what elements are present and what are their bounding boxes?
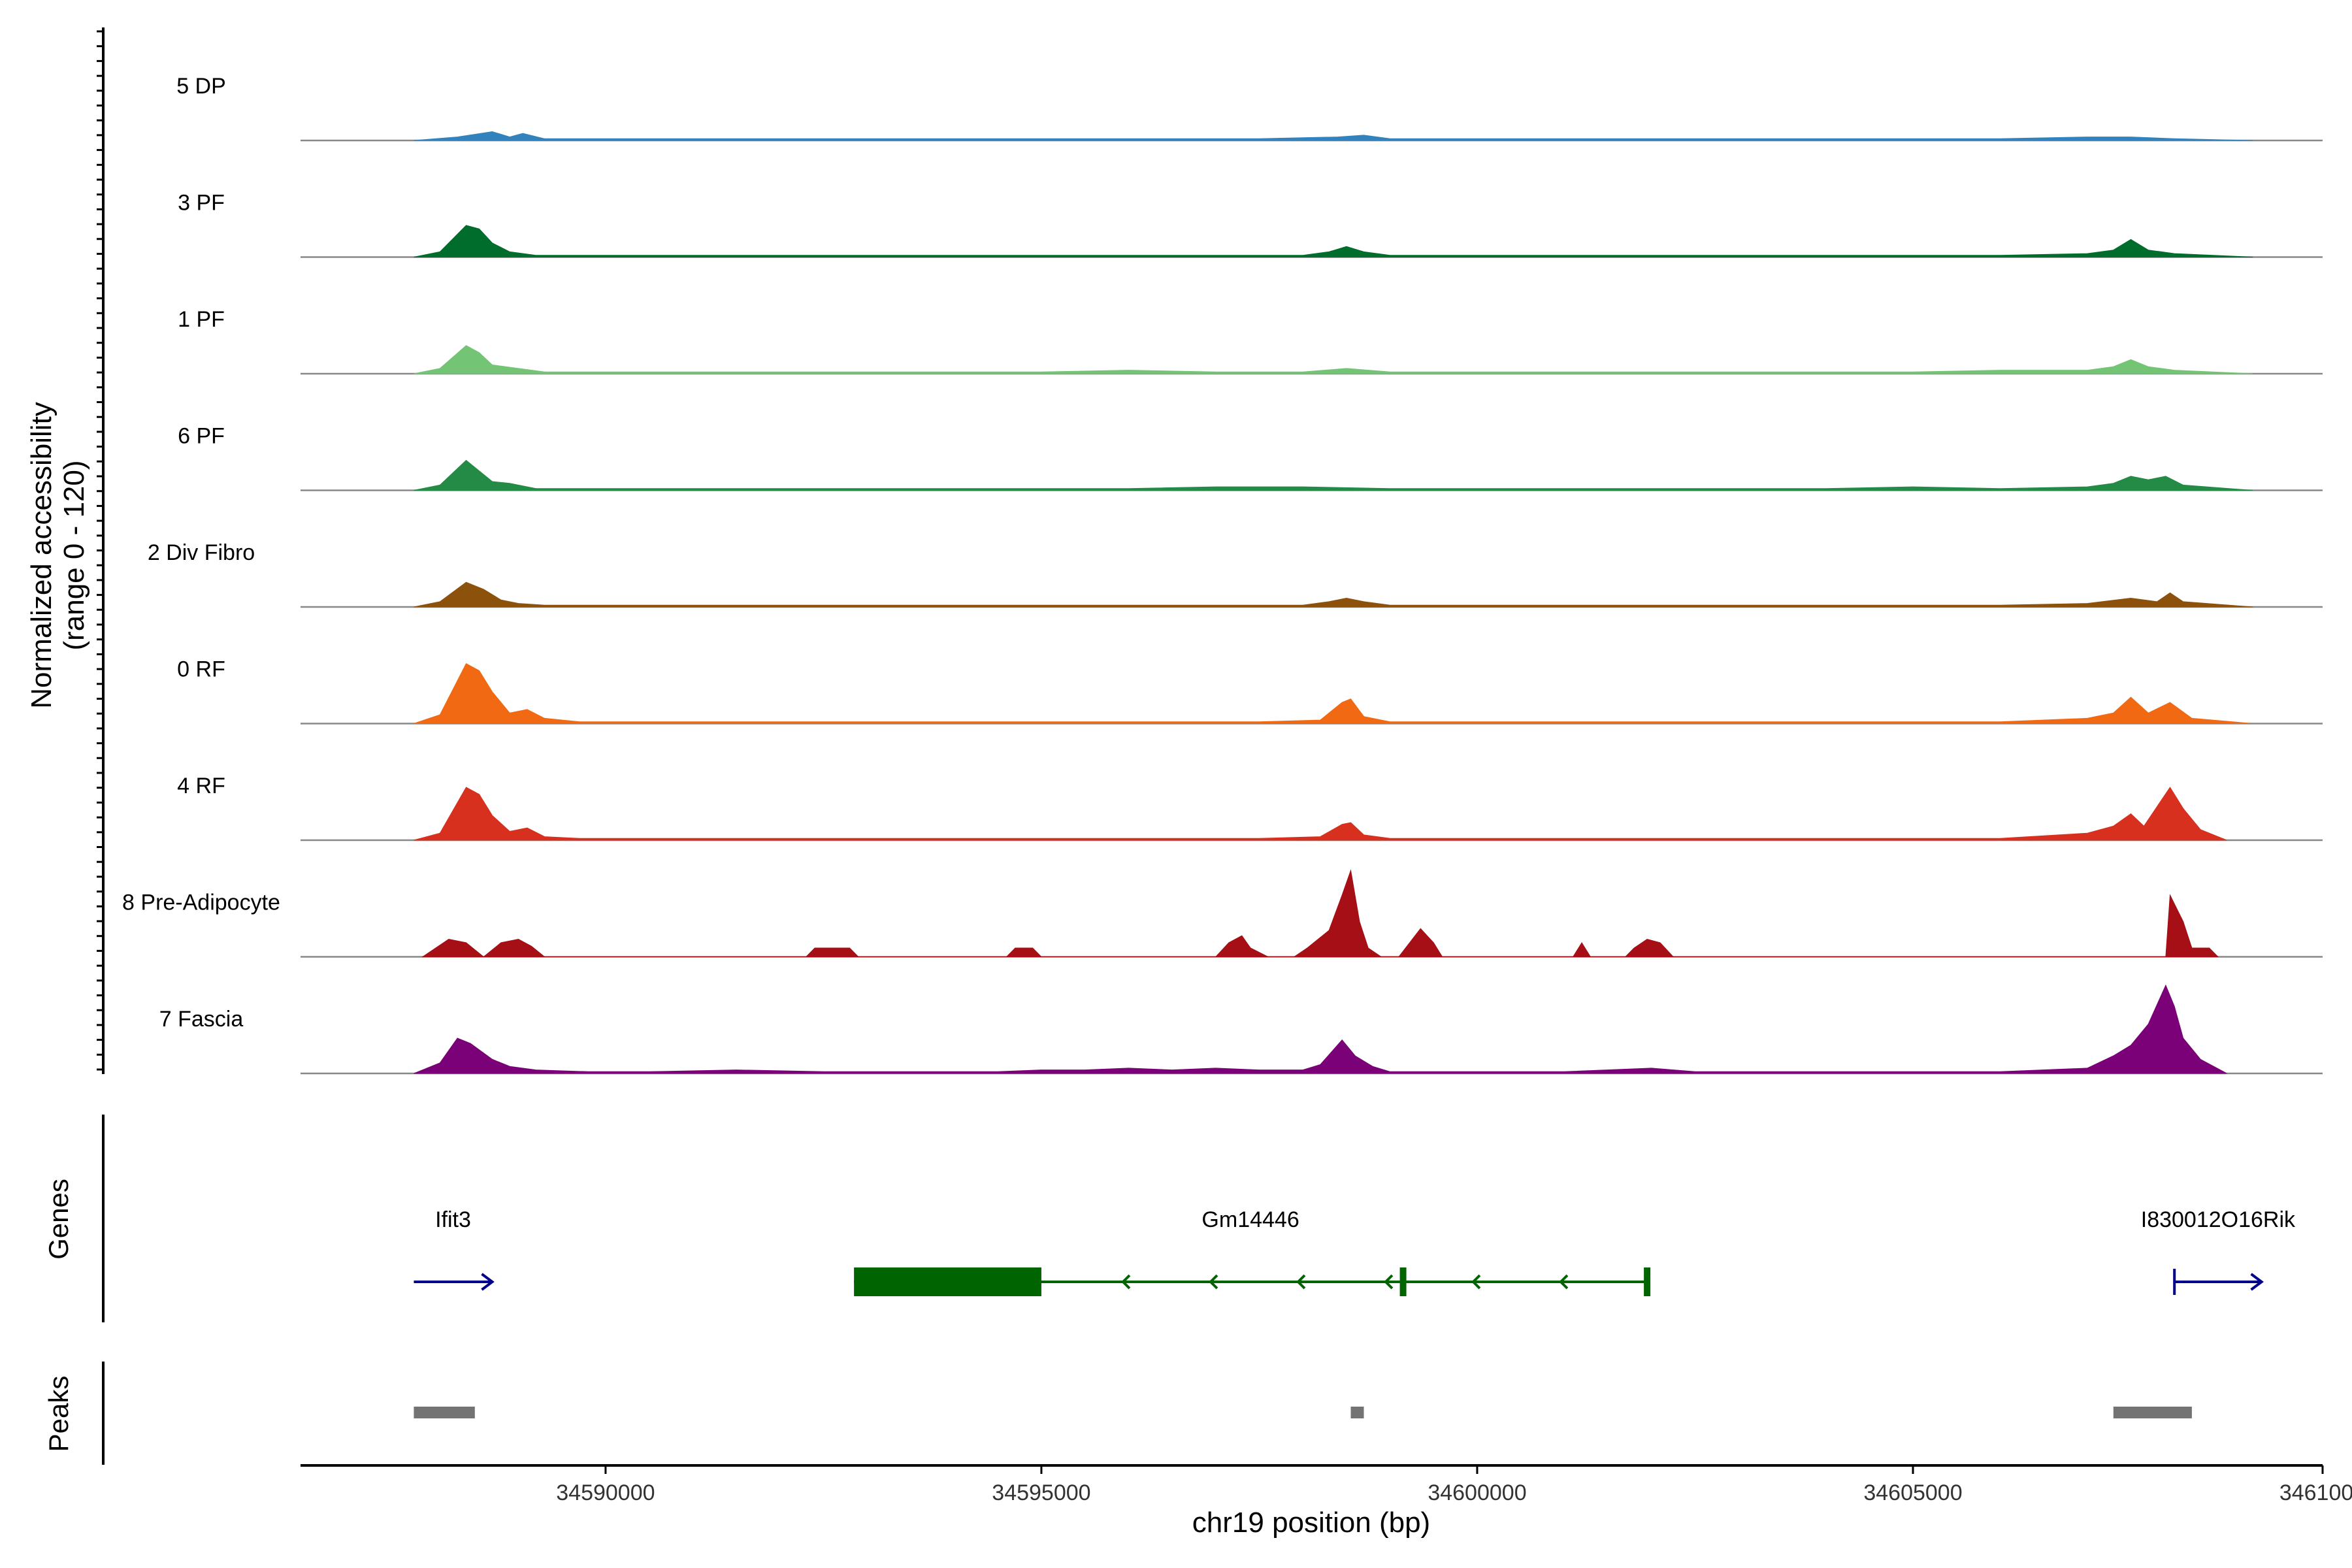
coverage-area-0-rf (414, 663, 2253, 724)
gene-strand-arrow-gm14446 (1471, 1274, 1481, 1290)
gene-annotations: Ifit3 Gm14446 I830012O16Rik (414, 1207, 2296, 1296)
x-tick-label: 34595000 (992, 1480, 1090, 1505)
peak-regions (414, 1407, 2192, 1418)
x-tick-label: 34590000 (556, 1480, 655, 1505)
x-tick-label: 34605000 (1863, 1480, 1962, 1505)
gene-strand-arrow-gm14446 (1296, 1274, 1306, 1290)
coverage-area-7-fascia (414, 984, 2227, 1074)
gene-label-gm14446: Gm14446 (1201, 1207, 1299, 1232)
coverage-area-1-pf (414, 345, 2253, 374)
track-label-1-pf: 1 PF (178, 307, 225, 332)
track-7-fascia: 7 Fascia (159, 984, 2323, 1075)
gene-label-i830012o16rik: I830012O16Rik (2141, 1207, 2296, 1232)
gene-strand-arrow-gm14446 (1121, 1274, 1131, 1290)
track-label-0-rf: 0 RF (177, 657, 225, 682)
x-axis-title: chr19 position (bp) (1192, 1507, 1430, 1539)
x-axis-ticks: 34590000 34595000 34600000 34605000 3461000 (556, 1465, 2352, 1505)
genes-panel-label: Genes (43, 1179, 74, 1260)
coverage-tracks: 5 DP 3 PF 1 PF 6 PF 2 Div Fibro 0 RF 4 RF 8 Pre… (122, 74, 2323, 1075)
track-label-2-div-fibro: 2 Div Fibro (148, 540, 255, 565)
gene-label-ifit3: Ifit3 (435, 1207, 471, 1232)
coverage-area-2-div-fibro (414, 581, 2253, 608)
y-axis-title: Normalized accessibility (25, 402, 57, 708)
track-4-rf: 4 RF (177, 774, 2323, 841)
track-6-pf: 6 PF (178, 424, 2323, 491)
track-label-3-pf: 3 PF (178, 191, 225, 216)
gene-strand-arrow-gm14446 (1209, 1274, 1218, 1290)
gene-arrow-ifit3 (481, 1273, 495, 1291)
coverage-area-3-pf (414, 225, 2253, 257)
x-tick-label: 3461000 (2279, 1480, 2352, 1505)
peak-2 (1350, 1407, 1364, 1418)
gene-ifit3: Ifit3 (414, 1207, 495, 1291)
track-label-8-pre-adipocyte: 8 Pre-Adipocyte (122, 890, 280, 915)
peaks-panel-label: Peaks (43, 1376, 74, 1452)
track-2-div-fibro: 2 Div Fibro (148, 540, 2323, 608)
x-tick-label: 34600000 (1428, 1480, 1526, 1505)
gene-strand-arrow-gm14446 (1559, 1274, 1569, 1290)
coverage-area-6-pf (414, 459, 2253, 491)
coverage-area-4-rf (414, 787, 2227, 841)
y-axis-ticks (97, 30, 103, 1071)
track-0-rf: 0 RF (177, 657, 2323, 725)
track-label-5-dp: 5 DP (176, 74, 226, 99)
gene-arrow-i830012o16rik (2250, 1273, 2264, 1291)
track-1-pf: 1 PF (178, 307, 2323, 375)
gene-i830012o16rik: I830012O16Rik (2141, 1207, 2296, 1295)
track-5-dp: 5 DP (176, 74, 2323, 142)
gene-exon-gm14446 (854, 1267, 1041, 1296)
track-8-pre-adipocyte: 8 Pre-Adipocyte (122, 869, 2323, 958)
track-label-7-fascia: 7 Fascia (159, 1007, 244, 1032)
track-3-pf: 3 PF (178, 191, 2323, 258)
y-axis-subtitle: (range 0 - 120) (58, 460, 90, 650)
track-label-6-pf: 6 PF (178, 424, 225, 449)
coverage-area-5-dp (414, 131, 2253, 141)
track-label-4-rf: 4 RF (177, 774, 225, 798)
gene-exon-mark-gm14446 (1644, 1267, 1651, 1296)
coverage-area-8-pre-adipocyte (421, 869, 2219, 958)
gene-strand-arrow-gm14446 (1384, 1274, 1394, 1290)
gene-exon-mark-gm14446 (1399, 1267, 1407, 1296)
peak-1 (414, 1407, 475, 1418)
gene-gm14446: Gm14446 (854, 1207, 1651, 1296)
peak-3 (2113, 1407, 2192, 1418)
